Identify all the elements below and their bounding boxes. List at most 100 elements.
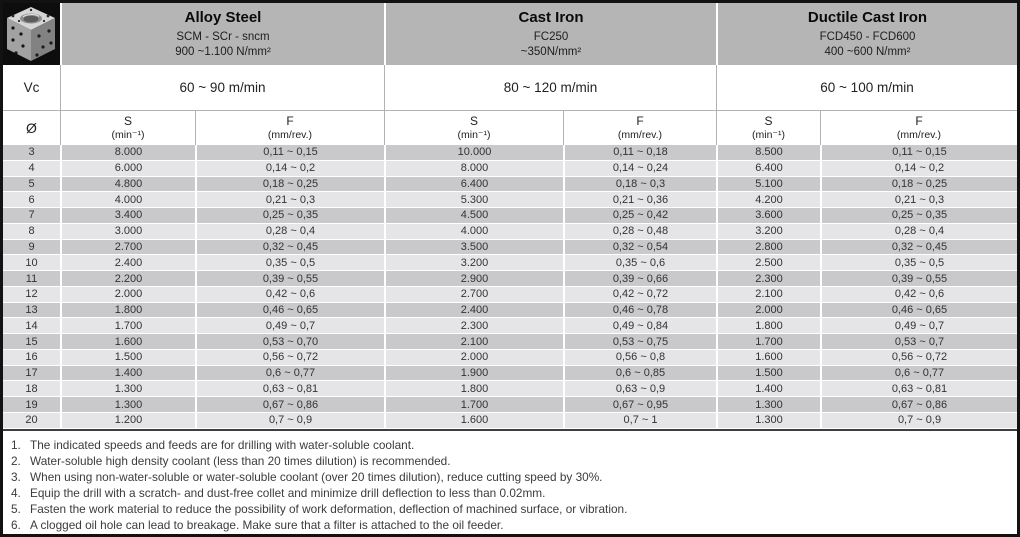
alloy-feed-cell: 0,42 ~ 0,6 bbox=[195, 286, 384, 303]
alloy-speed-cell: 1.800 bbox=[60, 302, 195, 319]
ductile-feed-cell: 0,63 ~ 0,81 bbox=[820, 381, 1017, 398]
section-spec-grades: FC250 bbox=[533, 31, 569, 44]
speed-column-header: S (min⁻¹) bbox=[716, 111, 820, 145]
cutting-speed-row: Vc 60 ~ 90 m/min 80 ~ 120 m/min 60 ~ 100… bbox=[3, 65, 1017, 110]
diameter-cell: 16 bbox=[3, 349, 60, 366]
table-row: 19 1.300 0,67 ~ 0,86 1.700 0,67 ~ 0,95 1… bbox=[3, 397, 1017, 414]
alloy-speed-cell: 2.000 bbox=[60, 286, 195, 303]
vc-label: Vc bbox=[23, 80, 40, 95]
table-row: 14 1.700 0,49 ~ 0,7 2.300 0,49 ~ 0,84 1.… bbox=[3, 318, 1017, 335]
alloy-feed-cell: 0,14 ~ 0,2 bbox=[195, 160, 384, 177]
alloy-speed-cell: 6.000 bbox=[60, 160, 195, 177]
ductile-speed-cell: 1.700 bbox=[716, 334, 820, 350]
alloy-feed-cell: 0,6 ~ 0,77 bbox=[195, 365, 384, 382]
cast-speed-cell: 10.000 bbox=[384, 145, 563, 161]
table-row: 17 1.400 0,6 ~ 0,77 1.900 0,6 ~ 0,85 1.5… bbox=[3, 365, 1017, 382]
alloy-feed-cell: 0,32 ~ 0,45 bbox=[195, 239, 384, 256]
table-row: 9 2.700 0,32 ~ 0,45 3.500 0,32 ~ 0,54 2.… bbox=[3, 239, 1017, 256]
ductile-speed-cell: 1.500 bbox=[716, 365, 820, 382]
ductile-speed-cell: 6.400 bbox=[716, 160, 820, 177]
section-spec-strength: 400 ~600 N/mm² bbox=[824, 45, 911, 58]
ductile-feed-cell: 0,53 ~ 0,7 bbox=[820, 334, 1017, 350]
cast-speed-cell: 2.300 bbox=[384, 318, 563, 335]
diameter-cell: 12 bbox=[3, 286, 60, 303]
alloy-speed-cell: 1.500 bbox=[60, 349, 195, 366]
section-spec-strength: 900 ~1.100 N/mm² bbox=[175, 45, 271, 58]
alloy-feed-cell: 0,56 ~ 0,72 bbox=[195, 349, 384, 366]
alloy-feed-cell: 0,7 ~ 0,9 bbox=[195, 413, 384, 429]
footnote-number: 3. bbox=[11, 469, 21, 484]
table-row: 8 3.000 0,28 ~ 0,4 4.000 0,28 ~ 0,48 3.2… bbox=[3, 223, 1017, 240]
section-spec-grades: FCD450 - FCD600 bbox=[819, 31, 916, 44]
alloy-speed-cell: 2.200 bbox=[60, 271, 195, 287]
ductile-feed-cell: 0,46 ~ 0,65 bbox=[820, 302, 1017, 319]
cast-speed-cell: 3.500 bbox=[384, 239, 563, 256]
table-row: 10 2.400 0,35 ~ 0,5 3.200 0,35 ~ 0,6 2.5… bbox=[3, 255, 1017, 272]
speed-column-header: S (min⁻¹) bbox=[60, 111, 195, 145]
section-spec-strength: ~350N/mm² bbox=[520, 45, 582, 58]
table-row: 11 2.200 0,39 ~ 0,55 2.900 0,39 ~ 0,66 2… bbox=[3, 271, 1017, 287]
diameter-cell: 7 bbox=[3, 208, 60, 224]
footnote-text: Water-soluble high density coolant (less… bbox=[30, 453, 451, 468]
table-row: 13 1.800 0,46 ~ 0,65 2.400 0,46 ~ 0,78 2… bbox=[3, 302, 1017, 319]
cast-feed-cell: 0,35 ~ 0,6 bbox=[563, 255, 716, 272]
cast-feed-cell: 0,46 ~ 0,78 bbox=[563, 302, 716, 319]
ductile-feed-cell: 0,18 ~ 0,25 bbox=[820, 176, 1017, 193]
feed-column-header: F (mm/rev.) bbox=[563, 111, 716, 145]
footnote-number: 6. bbox=[11, 518, 21, 533]
cast-speed-cell: 8.000 bbox=[384, 160, 563, 177]
alloy-speed-cell: 1.700 bbox=[60, 318, 195, 335]
feed-column-header: F (mm/rev.) bbox=[195, 111, 384, 145]
diameter-cell: 9 bbox=[3, 239, 60, 256]
ductile-speed-cell: 2.300 bbox=[716, 271, 820, 287]
cast-speed-cell: 3.200 bbox=[384, 255, 563, 272]
alloy-speed-cell: 3.400 bbox=[60, 208, 195, 224]
cast-feed-cell: 0,21 ~ 0,36 bbox=[563, 192, 716, 209]
footnotes: 1. The indicated speeds and feeds are fo… bbox=[3, 428, 1017, 534]
footnote-text: The indicated speeds and feeds are for d… bbox=[30, 437, 415, 452]
ductile-feed-cell: 0,56 ~ 0,72 bbox=[820, 349, 1017, 366]
cast-speed-cell: 1.900 bbox=[384, 365, 563, 382]
vc-value-alloy-steel: 60 ~ 90 m/min bbox=[60, 65, 384, 110]
diameter-cell: 14 bbox=[3, 318, 60, 335]
ductile-speed-cell: 8.500 bbox=[716, 145, 820, 161]
cast-speed-cell: 6.400 bbox=[384, 176, 563, 193]
diameter-cell: 5 bbox=[3, 176, 60, 193]
ductile-feed-cell: 0,42 ~ 0,6 bbox=[820, 286, 1017, 303]
cast-feed-cell: 0,11 ~ 0,18 bbox=[563, 145, 716, 161]
diameter-cell: 8 bbox=[3, 223, 60, 240]
footnote-number: 1. bbox=[11, 437, 21, 452]
ductile-feed-cell: 0,28 ~ 0,4 bbox=[820, 223, 1017, 240]
alloy-speed-cell: 4.000 bbox=[60, 192, 195, 209]
alloy-speed-cell: 3.000 bbox=[60, 223, 195, 240]
alloy-speed-cell: 2.700 bbox=[60, 239, 195, 256]
footnote-number: 2. bbox=[11, 453, 21, 468]
footnote-line: 5. Fasten the work material to reduce th… bbox=[11, 501, 1009, 517]
diameter-cell: 19 bbox=[3, 397, 60, 414]
table-row: 20 1.200 0,7 ~ 0,9 1.600 0,7 ~ 1 1.300 0… bbox=[3, 413, 1017, 429]
section-header-alloy-steel: Alloy Steel SCM - SCr - sncm 900 ~1.100 … bbox=[60, 3, 384, 65]
vc-value-ductile-cast-iron: 60 ~ 100 m/min bbox=[716, 65, 1017, 110]
cast-speed-cell: 4.500 bbox=[384, 208, 563, 224]
ductile-speed-cell: 1.800 bbox=[716, 318, 820, 335]
table-row: 6 4.000 0,21 ~ 0,3 5.300 0,21 ~ 0,36 4.2… bbox=[3, 192, 1017, 209]
ductile-feed-cell: 0,35 ~ 0,5 bbox=[820, 255, 1017, 272]
ductile-speed-cell: 1.600 bbox=[716, 349, 820, 366]
table-body: 3 8.000 0,11 ~ 0,15 10.000 0,11 ~ 0,18 8… bbox=[3, 145, 1017, 429]
ductile-feed-cell: 0,6 ~ 0,77 bbox=[820, 365, 1017, 382]
section-header-ductile-cast-iron: Ductile Cast Iron FCD450 - FCD600 400 ~6… bbox=[716, 3, 1017, 65]
material-header-band: Alloy Steel SCM - SCr - sncm 900 ~1.100 … bbox=[3, 3, 1017, 65]
cast-speed-cell: 1.700 bbox=[384, 397, 563, 414]
footnote-text: A clogged oil hole can lead to breakage.… bbox=[30, 518, 504, 533]
alloy-feed-cell: 0,63 ~ 0,81 bbox=[195, 381, 384, 398]
diameter-cell: 10 bbox=[3, 255, 60, 272]
alloy-feed-cell: 0,67 ~ 0,86 bbox=[195, 397, 384, 414]
diameter-cell: 15 bbox=[3, 334, 60, 350]
ductile-speed-cell: 2.800 bbox=[716, 239, 820, 256]
section-title: Cast Iron bbox=[518, 9, 584, 27]
cast-feed-cell: 0,14 ~ 0,24 bbox=[563, 160, 716, 177]
diameter-cell: 4 bbox=[3, 160, 60, 177]
feed-column-header: F (mm/rev.) bbox=[820, 111, 1017, 145]
alloy-feed-cell: 0,39 ~ 0,55 bbox=[195, 271, 384, 287]
footnote-number: 5. bbox=[11, 502, 21, 517]
